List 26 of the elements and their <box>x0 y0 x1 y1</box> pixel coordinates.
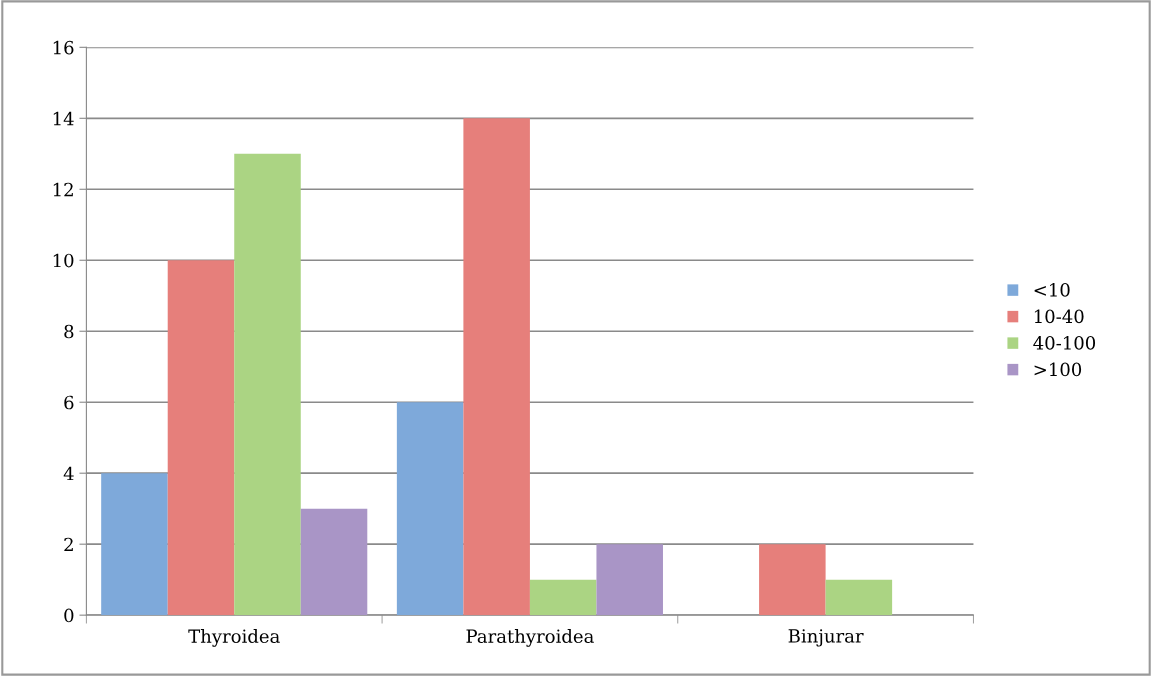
y-tick-label: 8 <box>64 324 74 339</box>
legend-label: <10 <box>1034 283 1070 297</box>
legend-label: >100 <box>1034 362 1082 377</box>
y-tick-label: 14 <box>53 111 74 126</box>
y-tick-label: 6 <box>64 395 74 410</box>
bar <box>101 473 168 616</box>
y-tick-label: 10 <box>53 253 74 268</box>
bar <box>825 579 893 616</box>
y-tick-label: 0 <box>64 608 74 623</box>
bar <box>234 153 301 616</box>
x-tick-label: Parathyroidea <box>466 629 594 647</box>
bar <box>529 579 597 616</box>
legend-label: 40-100 <box>1033 336 1096 350</box>
x-tick-label: Binjurar <box>788 629 864 647</box>
bar <box>463 118 530 616</box>
bar <box>759 544 826 616</box>
y-tick-label: 16 <box>53 40 74 55</box>
bar <box>596 544 663 616</box>
x-tick-label: Thyroidea <box>188 629 280 647</box>
legend-label: 10-40 <box>1034 309 1084 324</box>
bar <box>300 508 368 616</box>
y-tick-label: 2 <box>64 537 73 552</box>
bar <box>167 260 235 616</box>
y-tick-label: 12 <box>53 182 73 197</box>
bar <box>396 402 464 616</box>
y-tick-label: 4 <box>63 466 74 481</box>
